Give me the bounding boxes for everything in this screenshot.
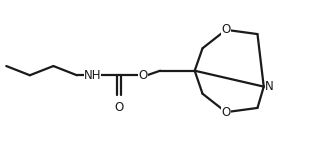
Text: N: N [265, 80, 274, 93]
Text: NH: NH [84, 69, 101, 82]
Text: O: O [221, 23, 231, 36]
Text: O: O [115, 101, 124, 114]
Text: O: O [221, 106, 231, 119]
Text: O: O [138, 69, 148, 82]
